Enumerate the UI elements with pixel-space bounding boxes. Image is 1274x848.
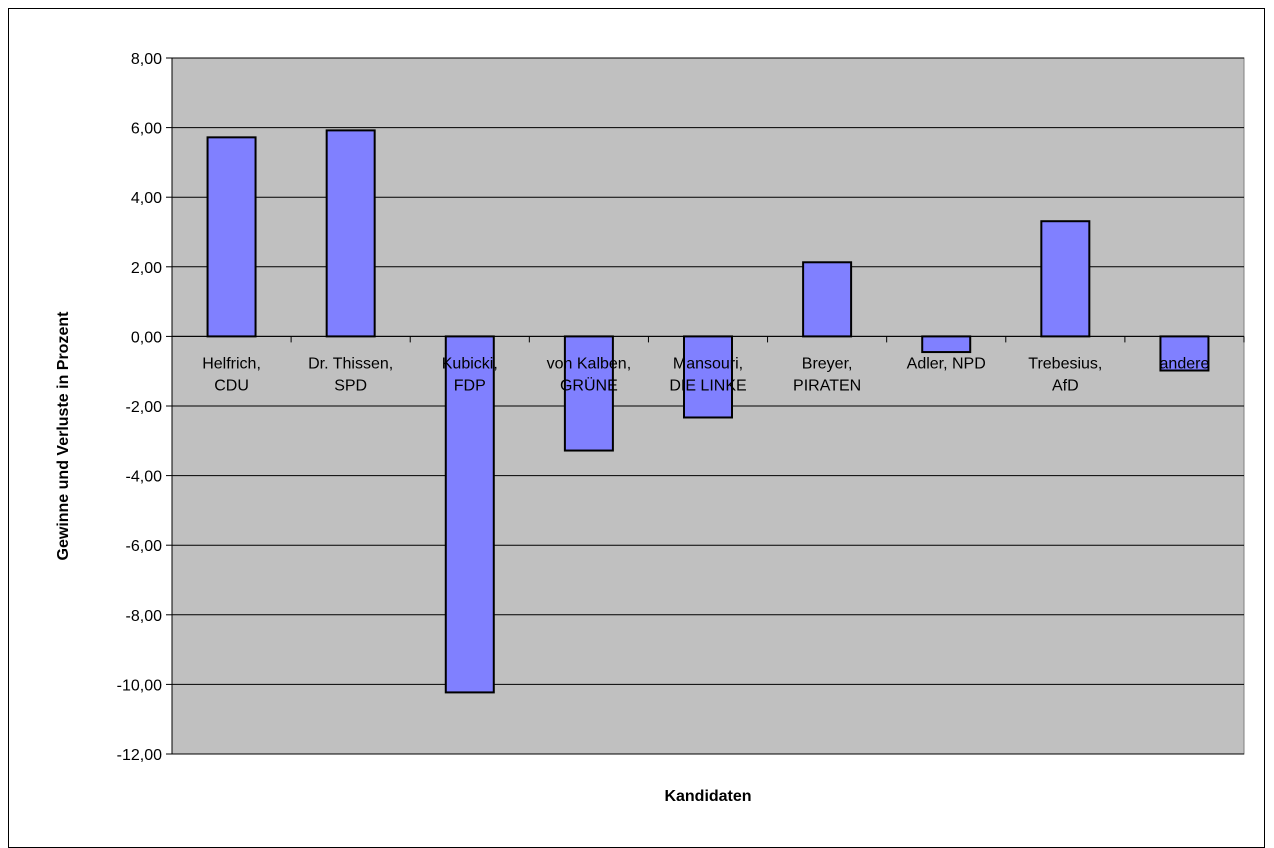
y-axis-title: Gewinne und Verluste in Prozent — [55, 311, 72, 561]
x-tick-label: Breyer, PIRATEN — [793, 355, 861, 394]
y-tick-label: 8,00 — [131, 51, 162, 68]
y-tick-label: -4,00 — [126, 469, 163, 486]
x-tick-label: Trebesius, AfD — [1028, 355, 1102, 394]
y-tick-label: 0,00 — [131, 329, 162, 346]
y-tick-label: -12,00 — [117, 747, 162, 764]
bar — [921, 335, 972, 354]
y-tick-label: 2,00 — [131, 260, 162, 277]
bar — [325, 129, 376, 338]
x-axis-labels: Helfrich, CDU Dr. Thissen, SPD Kubicki, FDP vo… — [202, 355, 1209, 394]
bar — [444, 335, 495, 694]
x-tick-label: Adler, NPD — [907, 355, 986, 372]
x-tick-label: von Kalben, GRÜNE — [547, 355, 632, 394]
y-tick-label: -6,00 — [126, 538, 163, 555]
x-axis-title: Kandidaten — [664, 788, 751, 805]
x-tick-label: Mansouri, DIE LINKE — [669, 355, 746, 394]
x-tick-label: Dr. Thissen, SPD — [308, 355, 393, 394]
y-tick-label: 4,00 — [131, 190, 162, 207]
bar — [802, 261, 853, 338]
x-tick-label: andere — [1160, 355, 1210, 372]
y-axis-ticks: 8,00 6,00 4,00 2,00 0,00 -2,00 -4,00 -6,00 -8,00… — [117, 51, 173, 764]
x-tick-label: Helfrich, CDU — [202, 355, 261, 394]
y-tick-label: -2,00 — [126, 399, 163, 416]
x-tick-label: Kubicki, FDP — [442, 355, 498, 394]
y-tick-label: -8,00 — [126, 608, 163, 625]
bar — [1040, 220, 1091, 338]
bars — [206, 129, 1210, 694]
x-axis-ticks — [171, 335, 1245, 343]
y-tick-label: -10,00 — [117, 677, 162, 694]
y-tick-label: 6,00 — [131, 121, 162, 138]
bar — [206, 136, 257, 338]
